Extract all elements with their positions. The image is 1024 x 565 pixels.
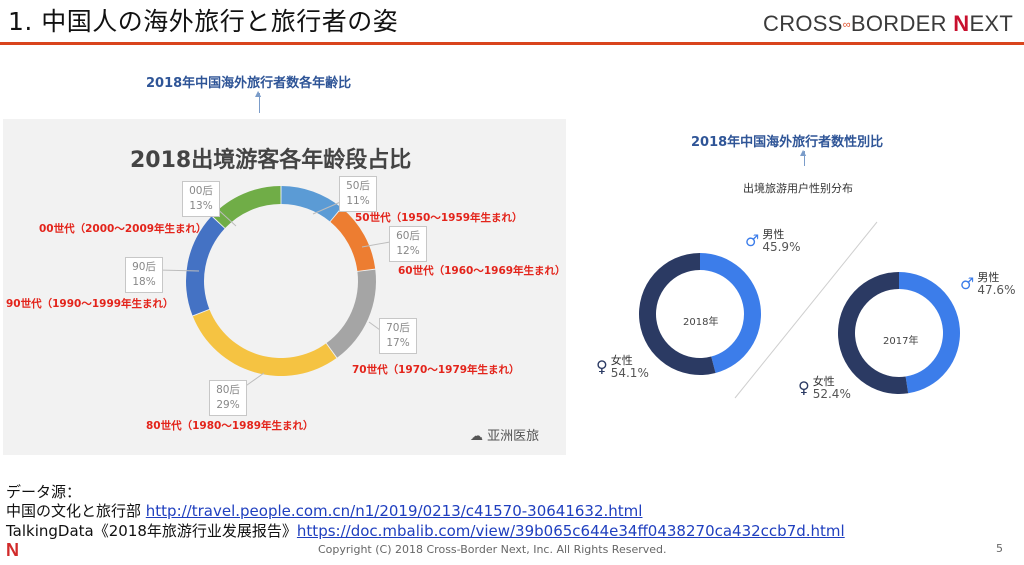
female-2018-label: ♀ 女性 54.1% [596, 354, 649, 380]
gender-2018-segment-1 [638, 253, 716, 375]
gender-donut-2017 [837, 272, 960, 394]
callout-70-category: 70后 [386, 322, 410, 334]
source-2-link[interactable]: https://doc.mbalib.com/view/39b065c644e3… [296, 522, 845, 540]
leader-line-2 [361, 241, 391, 248]
source-2-prefix: TalkingData《2018年旅游行业发展报告》 [6, 522, 297, 540]
gender-2017-segment-1 [837, 272, 909, 394]
age-donut-chart [185, 186, 376, 377]
title-divider [0, 42, 1024, 45]
gender-donut-2018 [638, 253, 761, 375]
callout-90-value: 18% [132, 276, 156, 288]
age-segment-0 [281, 186, 342, 222]
female-2017-value: 52.4% [812, 387, 851, 401]
gender-2017-segment-0 [899, 272, 960, 394]
callout-00-category: 00后 [189, 185, 213, 197]
gender-sub-caption: 出境旅游用户性别分布 [743, 182, 853, 195]
brand-prefix: CROSS [763, 11, 843, 36]
callout-60-category: 60后 [396, 230, 420, 242]
copyright: Copyright (C) 2018 Cross-Border Next, In… [318, 543, 667, 556]
female-2017-category: 女性 [812, 375, 835, 388]
source-line-1: 中国の文化と旅行部 http://travel.people.com.cn/n1… [6, 500, 642, 521]
age-segment-1 [330, 208, 376, 271]
callout-80: 80后 29% [209, 380, 247, 416]
callout-00-value: 13% [189, 200, 213, 212]
source-line-2: TalkingData《2018年旅游行业发展报告》https://doc.mb… [6, 520, 845, 541]
annotation-50: 50世代（1950～1959年生まれ） [355, 212, 523, 224]
arrow-head-icon: ▲ [255, 89, 262, 98]
leader-line-3 [368, 321, 381, 331]
brand-n: N [953, 11, 970, 36]
watermark: ☁ 亚洲医旅 [470, 425, 539, 444]
callout-90-category: 90后 [132, 261, 156, 273]
donut-2017-center-label: 2017年 [883, 336, 919, 347]
male-2018-category: 男性 [762, 228, 785, 241]
age-segment-2 [326, 269, 376, 358]
divider-line [734, 221, 878, 399]
callout-80-value: 29% [216, 399, 240, 411]
brand-mid: BORDER [850, 11, 954, 36]
callout-70: 70后 17% [379, 318, 417, 354]
slide-title: 1. 中国人の海外旅行と旅行者の姿 [8, 7, 399, 36]
male-icon-2017: ♂ [960, 274, 975, 293]
age-caption-arrow-icon [259, 93, 260, 113]
age-chart-panel [3, 119, 566, 455]
male-2017-label: ♂ 男性 47.6% [960, 271, 1016, 297]
age-segment-5 [212, 186, 281, 228]
annotation-90: 90世代（1990～1999年生まれ） [6, 298, 174, 310]
female-icon-2017: ♀ [798, 378, 810, 397]
page-number: 5 [996, 542, 1003, 555]
callout-70-value: 17% [386, 337, 410, 349]
age-segment-3 [192, 309, 337, 377]
sources-label: データ源： [6, 483, 82, 501]
male-2017-category: 男性 [977, 271, 1000, 284]
female-icon: ♀ [596, 357, 608, 376]
age-chart-caption: 2018年中国海外旅行者数各年齢比 [146, 76, 352, 91]
annotation-00: 00世代（2000～2009年生まれ） [39, 223, 207, 235]
callout-60-value: 12% [396, 245, 420, 257]
annotation-60: 60世代（1960～1969年生まれ） [398, 265, 566, 277]
source-1-prefix: 中国の文化と旅行部 [6, 502, 146, 520]
callout-50-category: 50后 [346, 180, 370, 192]
callout-00: 00后 13% [182, 181, 220, 217]
age-chart-title: 2018出境游客各年龄段占比 [130, 148, 412, 173]
female-2017-label: ♀ 女性 52.4% [798, 375, 851, 401]
callout-50: 50后 11% [339, 176, 377, 212]
watermark-text: 亚洲医旅 [487, 429, 540, 444]
male-2018-value: 45.9% [762, 240, 801, 254]
age-segment-4 [185, 216, 225, 316]
annotation-80: 80世代（1980～1989年生まれ） [146, 420, 314, 432]
source-1-link[interactable]: http://travel.people.com.cn/n1/2019/0213… [145, 502, 643, 520]
male-2017-value: 47.6% [977, 283, 1016, 297]
arrow-head-icon-2: ▲ [800, 148, 807, 157]
male-icon: ♂ [745, 231, 760, 250]
donut-2018-center-label: 2018年 [683, 317, 719, 328]
callout-90: 90后 18% [125, 257, 163, 293]
gender-2018-segment-0 [700, 253, 761, 373]
brand-suffix: EXT [969, 11, 1014, 36]
corner-logo: N [6, 540, 19, 560]
callout-80-category: 80后 [216, 384, 240, 396]
leader-line-5 [157, 269, 200, 272]
callout-60: 60后 12% [389, 226, 427, 262]
callout-50-value: 11% [346, 195, 370, 207]
wechat-icon: ☁ [470, 429, 488, 444]
annotation-70: 70世代（1970～1979年生まれ） [352, 364, 520, 376]
gender-caption-arrow-icon [804, 151, 805, 166]
gender-chart-caption: 2018年中国海外旅行者数性別比 [691, 135, 884, 150]
male-2018-label: ♂ 男性 45.9% [745, 228, 801, 254]
female-2018-value: 54.1% [610, 366, 649, 380]
female-2018-category: 女性 [610, 354, 633, 367]
brand-logo: CROSS∞BORDER NEXT [763, 11, 1013, 37]
brand-dot-icon: ∞ [842, 19, 851, 32]
